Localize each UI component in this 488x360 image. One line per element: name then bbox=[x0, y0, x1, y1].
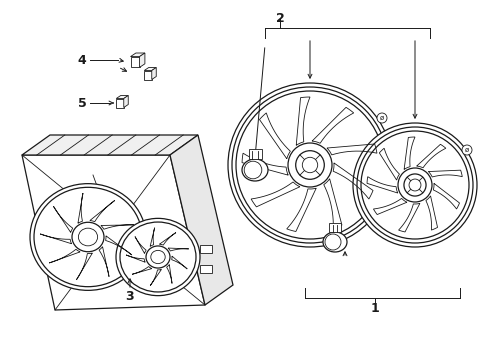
Polygon shape bbox=[170, 135, 232, 305]
Ellipse shape bbox=[242, 159, 267, 181]
Ellipse shape bbox=[150, 250, 165, 264]
Circle shape bbox=[461, 145, 471, 155]
Ellipse shape bbox=[323, 232, 346, 252]
Ellipse shape bbox=[116, 219, 200, 296]
Polygon shape bbox=[116, 95, 128, 99]
Circle shape bbox=[360, 131, 468, 239]
Bar bbox=[200, 265, 212, 273]
Circle shape bbox=[397, 168, 431, 202]
Bar bbox=[116, 99, 123, 108]
Polygon shape bbox=[123, 95, 128, 108]
Circle shape bbox=[403, 174, 425, 196]
Circle shape bbox=[352, 123, 476, 247]
Polygon shape bbox=[144, 68, 156, 71]
Circle shape bbox=[356, 127, 472, 243]
Polygon shape bbox=[139, 53, 144, 67]
Bar bbox=[200, 245, 212, 253]
Circle shape bbox=[302, 157, 317, 173]
Text: 4: 4 bbox=[78, 54, 86, 67]
Text: 5: 5 bbox=[78, 96, 86, 109]
Ellipse shape bbox=[72, 222, 104, 252]
Polygon shape bbox=[130, 53, 144, 57]
Ellipse shape bbox=[120, 222, 196, 292]
Polygon shape bbox=[151, 68, 156, 80]
Bar bbox=[144, 71, 151, 80]
Text: ø: ø bbox=[379, 115, 384, 121]
Bar bbox=[248, 149, 261, 159]
Polygon shape bbox=[22, 155, 204, 310]
Text: ø: ø bbox=[464, 147, 468, 153]
Text: 1: 1 bbox=[370, 302, 379, 315]
Circle shape bbox=[295, 151, 324, 179]
Circle shape bbox=[287, 143, 331, 187]
Bar bbox=[130, 57, 139, 67]
Ellipse shape bbox=[34, 187, 142, 287]
Ellipse shape bbox=[78, 228, 98, 246]
Ellipse shape bbox=[146, 246, 170, 268]
Circle shape bbox=[227, 83, 391, 247]
Ellipse shape bbox=[30, 184, 146, 291]
Text: 2: 2 bbox=[275, 12, 284, 24]
Bar bbox=[328, 223, 340, 232]
Circle shape bbox=[376, 113, 386, 123]
Circle shape bbox=[236, 91, 383, 239]
Circle shape bbox=[408, 179, 420, 191]
Circle shape bbox=[231, 87, 387, 243]
Text: 3: 3 bbox=[125, 289, 134, 302]
Polygon shape bbox=[22, 135, 198, 155]
